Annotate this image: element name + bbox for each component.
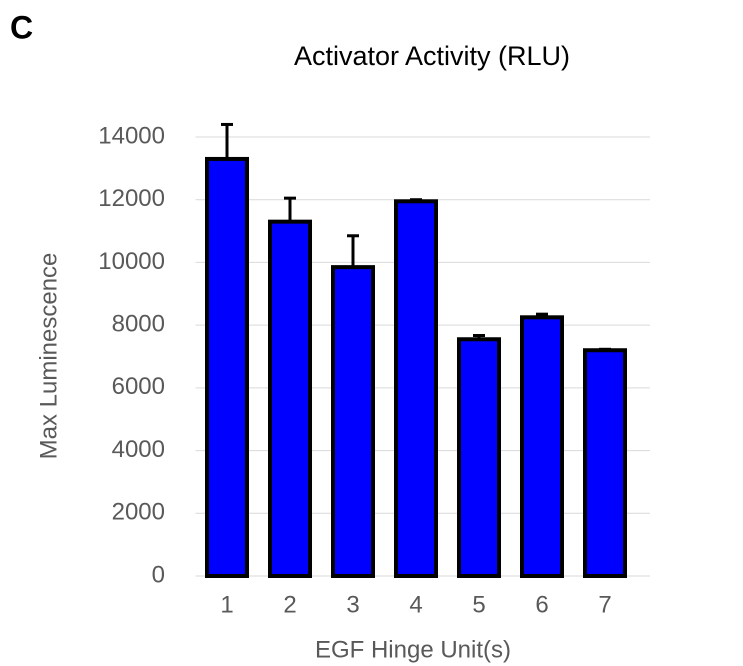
x-tick-label: 4 bbox=[409, 591, 422, 618]
bar bbox=[457, 337, 501, 578]
bar bbox=[394, 199, 438, 579]
x-tick-label: 2 bbox=[283, 591, 296, 618]
error-bar bbox=[347, 234, 359, 268]
x-tick-label: 3 bbox=[346, 591, 359, 618]
x-tick-label: 5 bbox=[472, 591, 485, 618]
y-axis-label: Max Luminescence bbox=[35, 253, 62, 460]
y-tick-label: 12000 bbox=[98, 185, 165, 212]
bar bbox=[205, 156, 249, 578]
error-bar bbox=[599, 347, 611, 351]
y-tick-label: 4000 bbox=[112, 436, 165, 463]
error-bar bbox=[221, 122, 233, 159]
bar bbox=[520, 315, 564, 578]
error-bar bbox=[284, 196, 296, 222]
bar bbox=[583, 348, 627, 578]
bar bbox=[268, 219, 312, 579]
error-bar bbox=[410, 198, 422, 202]
panel-label: C bbox=[10, 9, 33, 45]
x-tick-label: 7 bbox=[598, 591, 611, 618]
x-tick-label: 1 bbox=[220, 591, 233, 618]
error-bar bbox=[473, 333, 485, 340]
y-tick-label: 2000 bbox=[112, 499, 165, 526]
y-tick-label: 8000 bbox=[112, 310, 165, 337]
bar bbox=[331, 265, 375, 578]
y-tick-label: 10000 bbox=[98, 248, 165, 275]
x-tick-label: 6 bbox=[535, 591, 548, 618]
x-axis-label: EGF Hinge Unit(s) bbox=[315, 636, 511, 663]
chart-title: Activator Activity (RLU) bbox=[294, 41, 570, 71]
y-tick-label: 14000 bbox=[98, 122, 165, 149]
y-tick-label: 6000 bbox=[112, 373, 165, 400]
error-bar bbox=[536, 312, 548, 318]
y-tick-label: 0 bbox=[152, 561, 165, 588]
